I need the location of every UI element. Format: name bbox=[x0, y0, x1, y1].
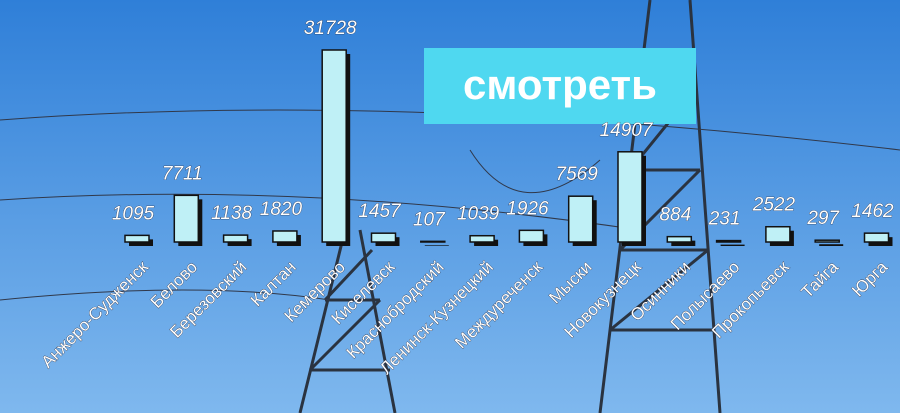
value-label: 2522 bbox=[752, 195, 796, 216]
button[interactable] bbox=[424, 48, 696, 124]
bar bbox=[617, 151, 643, 243]
bar bbox=[321, 49, 347, 243]
value-label: 1926 bbox=[506, 198, 549, 219]
bar-shadow bbox=[424, 245, 449, 246]
bar bbox=[469, 234, 495, 243]
value-label: 1039 bbox=[457, 204, 500, 225]
bar bbox=[518, 229, 545, 243]
bar bbox=[222, 234, 249, 243]
value-label: 1457 bbox=[358, 201, 402, 222]
button-label[interactable]: смотреть bbox=[463, 61, 657, 108]
value-label: 1820 bbox=[260, 199, 303, 220]
value-label: 31728 bbox=[304, 18, 357, 39]
bar bbox=[173, 194, 200, 243]
bar bbox=[370, 232, 397, 243]
value-label: 7711 bbox=[162, 163, 203, 184]
bar-shadow bbox=[671, 240, 696, 246]
value-label: 884 bbox=[659, 205, 691, 226]
value-label: 107 bbox=[413, 209, 446, 230]
bar bbox=[272, 230, 298, 243]
value-label: 1462 bbox=[851, 201, 894, 222]
bar bbox=[420, 240, 446, 243]
bar bbox=[567, 195, 594, 243]
bar bbox=[715, 239, 742, 243]
bar-shadow bbox=[819, 244, 844, 246]
value-label: 7569 bbox=[556, 164, 599, 185]
bar-shadow bbox=[474, 239, 499, 246]
value-label: 231 bbox=[708, 209, 741, 230]
value-label: 297 bbox=[806, 208, 840, 229]
bar bbox=[814, 239, 840, 243]
bar bbox=[666, 235, 693, 243]
value-label: 1095 bbox=[112, 203, 155, 224]
value-label: 14907 bbox=[600, 120, 654, 141]
bar bbox=[124, 234, 150, 243]
bar bbox=[863, 232, 890, 243]
value-label: 1138 bbox=[211, 203, 252, 224]
bar-shadow bbox=[720, 244, 745, 246]
bar bbox=[765, 225, 791, 243]
